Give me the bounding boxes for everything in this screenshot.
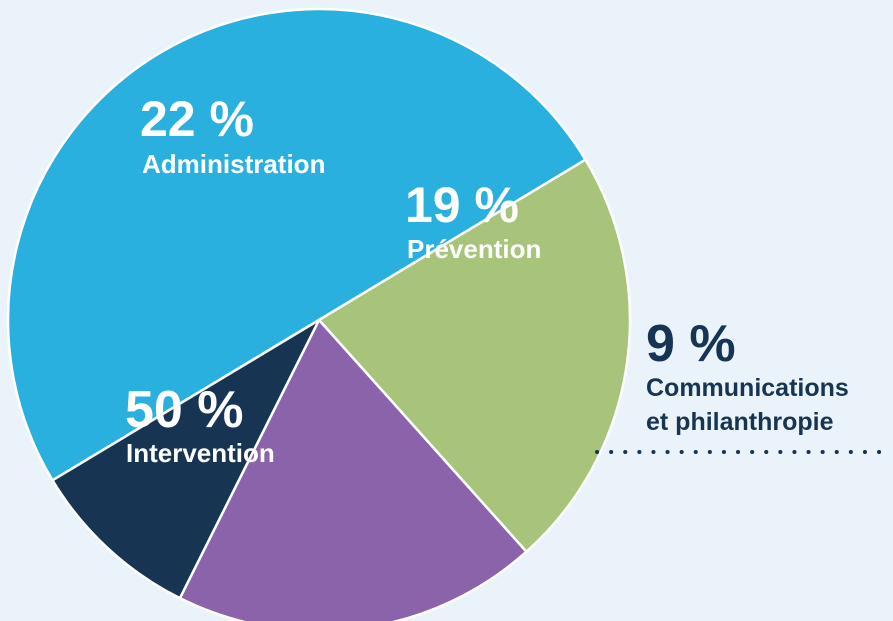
pie-slice-intervention [6, 8, 587, 482]
slice-percent-administration: 22 % [140, 91, 254, 147]
slice-percent-prevention: 19 % [405, 177, 519, 233]
slice-label-communications-line1: Communications [646, 374, 849, 402]
slice-label-administration: Administration [142, 149, 325, 179]
slice-label-communications-line2: et philanthropie [646, 408, 834, 436]
slice-percent-communications: 9 % [646, 315, 736, 373]
slice-percent-intervention: 50 % [125, 381, 244, 439]
pie-slice-administration [317, 158, 632, 553]
pie-slice-communications [51, 318, 321, 600]
pie-slices [6, 8, 632, 621]
pie-slice-prevention [178, 318, 528, 621]
slice-label-intervention: Intervention [126, 438, 275, 468]
slice-label-prevention: Prévention [407, 234, 541, 264]
